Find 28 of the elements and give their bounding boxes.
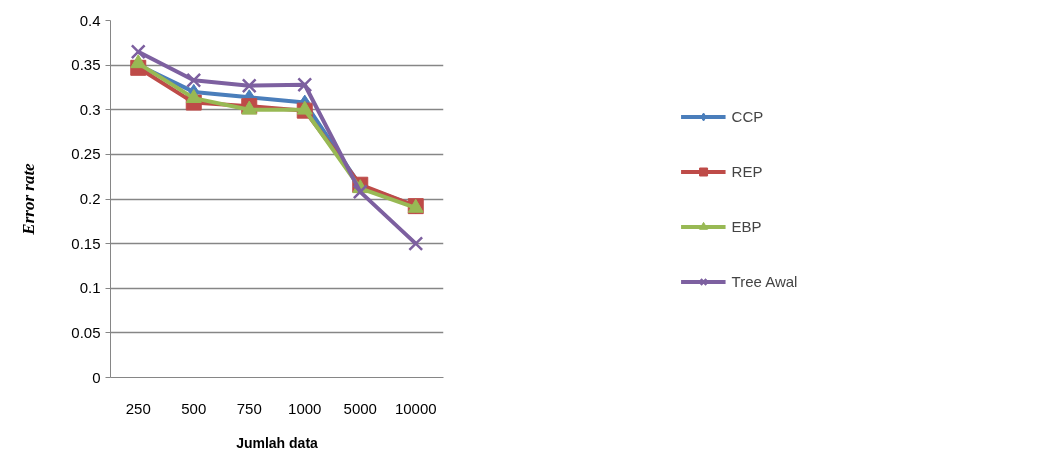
point bbox=[408, 236, 424, 252]
point bbox=[186, 72, 202, 88]
legend-label: Tree Awal bbox=[731, 272, 798, 290]
x-axis-title: Jumlah data bbox=[236, 434, 319, 451]
x-tick-label: 10000 bbox=[394, 399, 437, 417]
legend-label: CCP bbox=[731, 107, 764, 125]
point bbox=[297, 77, 313, 93]
y-tick-label: 0.2 bbox=[79, 190, 101, 207]
point bbox=[352, 184, 368, 200]
point bbox=[130, 54, 147, 69]
point bbox=[130, 44, 146, 60]
y-tick-label: 0.4 bbox=[79, 11, 101, 29]
y-tick-label: 0.3 bbox=[79, 100, 101, 118]
y-axis-title: Error rate bbox=[19, 162, 39, 236]
y-tick-label: 0 bbox=[92, 368, 101, 386]
point bbox=[241, 78, 257, 94]
legend-label: EBP bbox=[731, 217, 762, 235]
y-tick-label: 0.25 bbox=[71, 145, 101, 163]
x-tick-label: 5000 bbox=[343, 399, 377, 417]
x-tick-label: 500 bbox=[181, 399, 207, 417]
y-tick-label: 0.15 bbox=[71, 234, 101, 252]
legend-label: REP bbox=[731, 162, 763, 180]
y-tick-label: 0.35 bbox=[71, 56, 101, 74]
x-tick-label: 750 bbox=[236, 399, 262, 417]
y-tick-label: 0.05 bbox=[71, 323, 101, 341]
x-tick-label: 250 bbox=[125, 399, 151, 417]
x-tick-label: 1000 bbox=[288, 399, 322, 417]
y-tick-label: 0.1 bbox=[79, 279, 101, 297]
